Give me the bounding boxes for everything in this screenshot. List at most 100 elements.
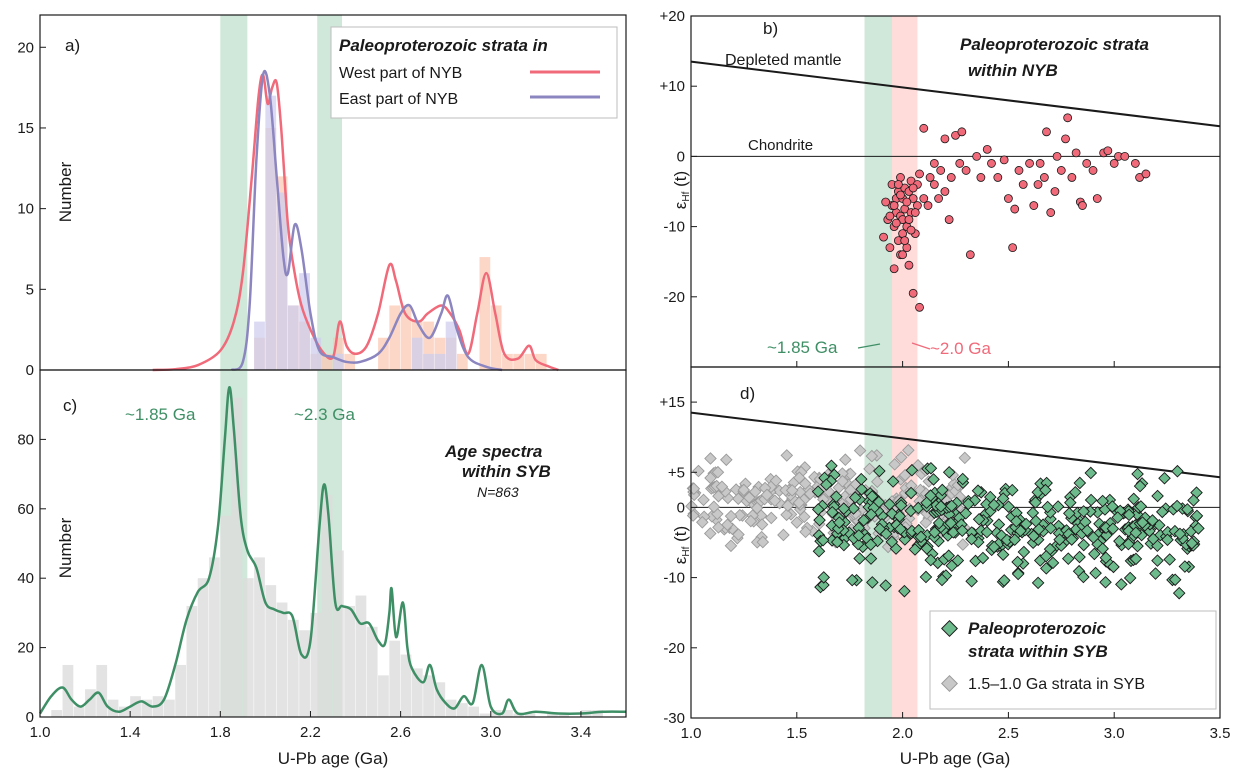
legend-syb-label-1: Paleoproterozoic [968,619,1106,638]
y-tick-label: 0 [677,499,685,516]
histogram-bar [479,713,491,717]
histogram-bar [73,706,85,717]
depleted-mantle-line [690,411,1221,479]
y-tick-label: 0 [26,709,34,726]
syb-zircon-point [1178,560,1192,573]
zircon-point [885,243,895,253]
zircon-point [923,201,933,210]
syb-zircon-point [962,497,975,511]
syb-zircon-point [920,496,933,510]
histogram-bar [186,605,198,717]
histogram-bar [254,321,265,370]
histogram-bar [287,619,299,717]
zircon-point [925,173,935,182]
histogram-bar [547,713,558,717]
syb-zircon-point [1129,552,1143,566]
mesoproterozoic-point [760,488,774,502]
histogram-bar [456,353,468,370]
zircon-point [1088,166,1098,175]
syb-zircon-point [1133,479,1147,493]
mesoproterozoic-point [902,443,915,457]
syb-zircon-point [1077,570,1090,584]
syb-zircon-point [972,513,986,526]
zircon-point [1130,159,1140,168]
syb-zircon-point [813,513,826,527]
histogram-bar [524,353,536,370]
y-tick-label: -10 [663,570,685,587]
syb-zircon-point [1077,538,1091,552]
zircon-point [1046,208,1056,217]
syb-zircon-point [951,554,965,567]
syb-zircon-point [908,543,922,556]
syb-zircon-point [1084,493,1098,507]
panel-d-points [685,443,1205,600]
syb-zircon-point [1181,503,1194,516]
syb-zircon-point [965,574,978,588]
y-tick-label: -10 [663,219,685,236]
syb-zircon-point [879,579,892,592]
syb-zircon-point [1190,509,1204,523]
syb-zircon-point [1087,531,1100,544]
syb-zircon-point [955,524,969,537]
mesoproterozoic-point [768,494,782,507]
mesoproterozoic-point [697,493,710,507]
y-tick-label: -20 [663,640,685,657]
histogram-bar [254,557,265,717]
syb-zircon-point [971,484,985,498]
mesoproterozoic-point [712,489,725,503]
panel-b-reference-lines [690,60,1221,157]
zircon-point [944,215,954,224]
zircon-point [987,159,996,168]
zircon-point [1004,194,1013,203]
zircon-point [885,211,895,221]
histogram-bar [276,192,288,370]
histogram-bar [321,494,333,717]
histogram-bar [51,710,63,717]
mesoproterozoic-point [781,499,795,512]
mesoproterozoic-point [712,521,725,534]
syb-zircon-point [1099,551,1113,565]
mesoproterozoic-point [844,467,857,481]
mesoproterozoic-point [769,474,783,487]
mesoproterozoic-point [755,518,769,531]
zircon-point [1063,113,1073,123]
histogram-bar [490,305,502,370]
panel-b-band2-label: ~2.0 Ga [930,339,992,358]
syb-zircon-point [825,459,838,473]
zircon-point [889,201,899,210]
syb-zircon-point [817,571,831,584]
panel-d-y-ticks: -30 -20 -10 0 +5 +15 [660,394,697,727]
east-nyb-curve [230,69,503,372]
syb-zircon-point [920,542,934,555]
zircon-point [910,208,920,217]
y-tick-label: 20 [17,39,34,56]
syb-zircon-point [1136,516,1149,529]
syb-zircon-point [997,574,1011,587]
syb-zircon-point [980,497,993,511]
syb-zircon-point [1187,494,1200,507]
syb-zircon-point [1146,514,1159,527]
syb-zircon-point [1151,489,1164,503]
syb-zircon-point [825,505,839,519]
histogram-bar [502,710,513,717]
mesoproterozoic-point [853,444,867,457]
zircon-point [1109,159,1119,168]
zircon-point [898,250,907,260]
y-tick-label: 60 [17,501,34,518]
syb-zircon-point [919,570,933,584]
syb-zircon-point [1158,471,1171,485]
panel-c-n: N=863 [477,484,519,500]
panel-a-histograms [254,95,547,370]
syb-zircon-point [1064,496,1077,509]
panel-b-ylabel: εHf (t) [671,171,692,209]
zircon-point [972,151,982,161]
syb-zircon-point [865,490,879,503]
syb-zircon-point [894,499,908,512]
mesoproterozoic-point [711,465,725,479]
histogram-bar [378,675,389,717]
syb-zircon-point [1053,533,1066,546]
syb-zircon-point [894,522,907,536]
depleted-mantle-line [690,60,1221,128]
zircon-point [1018,180,1028,189]
x-tick-label: 1.0 [30,724,51,741]
